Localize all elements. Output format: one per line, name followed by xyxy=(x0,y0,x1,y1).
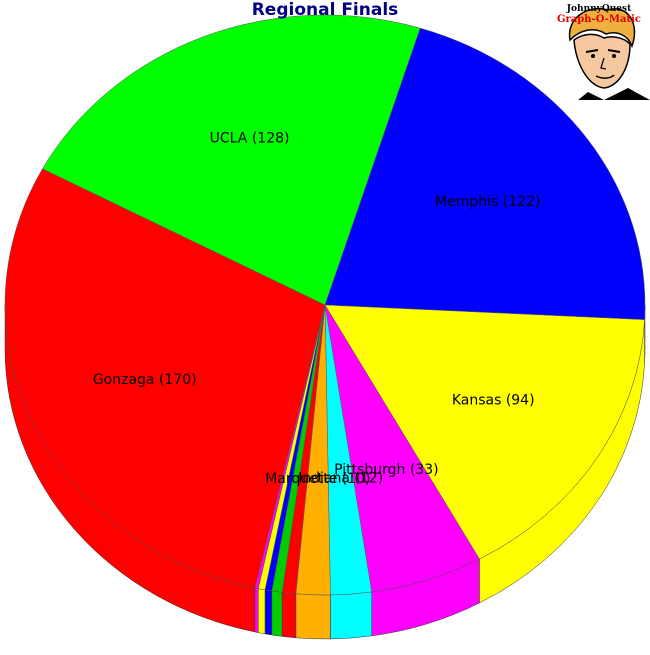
pie-slice-side xyxy=(255,588,258,633)
logo-title: JohnnyQuest xyxy=(548,4,650,14)
pie-slice-side xyxy=(258,589,265,634)
pie-slice-side xyxy=(282,592,296,637)
slice-label: UCLA (128) xyxy=(210,131,290,147)
slice-label: Gonzaga (170) xyxy=(93,372,197,388)
pie-slice-side xyxy=(296,594,331,639)
pie-slice-side xyxy=(265,590,272,635)
slice-label: Kansas (94) xyxy=(452,392,535,408)
logo-subtitle: Graph-O-Matic xyxy=(548,14,650,25)
graph-o-matic-logo: JohnnyQuest Graph-O-Matic xyxy=(548,0,650,100)
pie-slice-side xyxy=(330,592,371,639)
slice-label: Memphis (122) xyxy=(435,194,540,210)
pie-slice-side xyxy=(272,591,282,636)
slice-label: Marquette (10) xyxy=(265,471,370,487)
